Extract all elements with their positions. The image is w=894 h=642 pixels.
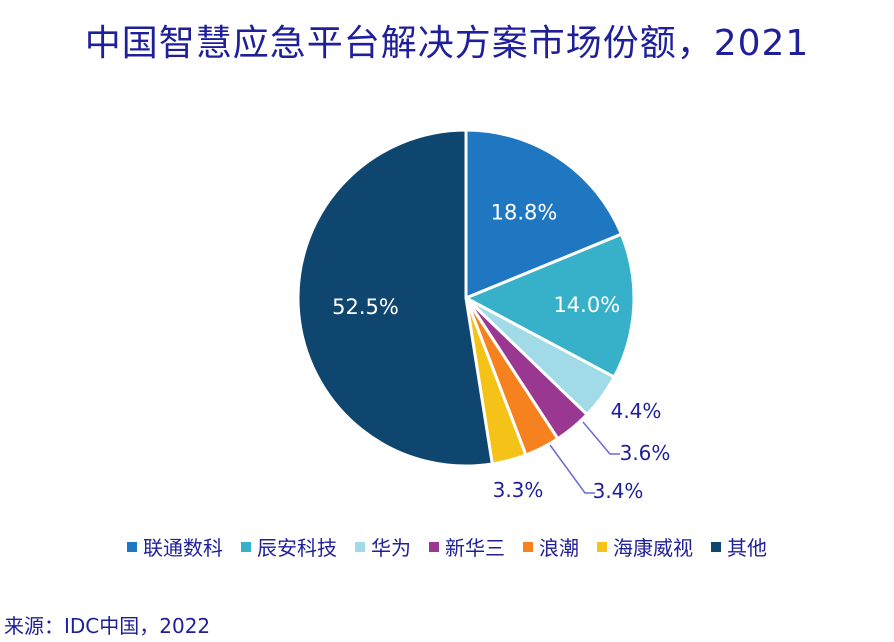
legend-swatch [523,541,533,552]
legend-label: 辰安科技 [257,536,337,560]
legend-item: 其他 [711,532,767,561]
data-label: 3.6% [620,441,671,465]
pie-slice [296,128,494,468]
legend-label: 新华三 [445,536,505,560]
data-label: 3.4% [593,479,644,503]
data-label: 4.4% [611,399,662,423]
legend-item: 新华三 [429,532,505,561]
leader-line [582,421,620,455]
legend-swatch [355,541,365,552]
legend-label: 浪潮 [539,536,579,560]
legend-swatch [597,541,607,552]
data-label: 3.3% [493,478,544,502]
legend-label: 海康威视 [613,536,693,560]
data-label: 18.8% [491,201,558,225]
source-note: 来源：IDC中国，2022 [4,614,211,638]
legend-swatch [241,541,251,552]
legend-item: 联通数科 [127,532,223,561]
legend-label: 华为 [371,536,411,560]
legend-swatch [711,541,721,552]
chart-title: 中国智慧应急平台解决方案市场份额，2021 [84,23,810,64]
legend-label: 其他 [727,536,767,560]
legend-swatch [429,541,439,552]
legend-item: 辰安科技 [241,532,337,561]
pie-slice [464,128,624,301]
legend-label: 联通数科 [143,536,223,560]
legend-swatch [127,541,137,552]
chart-legend: 联通数科 辰安科技 华为 新华三 浪潮 海康威视 其他 [0,532,894,561]
pie-slice [462,232,636,380]
legend-item: 华为 [355,532,411,561]
legend-item: 海康威视 [597,532,693,561]
data-label: 52.5% [332,295,399,319]
leader-line [549,444,595,494]
data-label: 14.0% [553,293,620,317]
legend-item: 浪潮 [523,532,579,561]
